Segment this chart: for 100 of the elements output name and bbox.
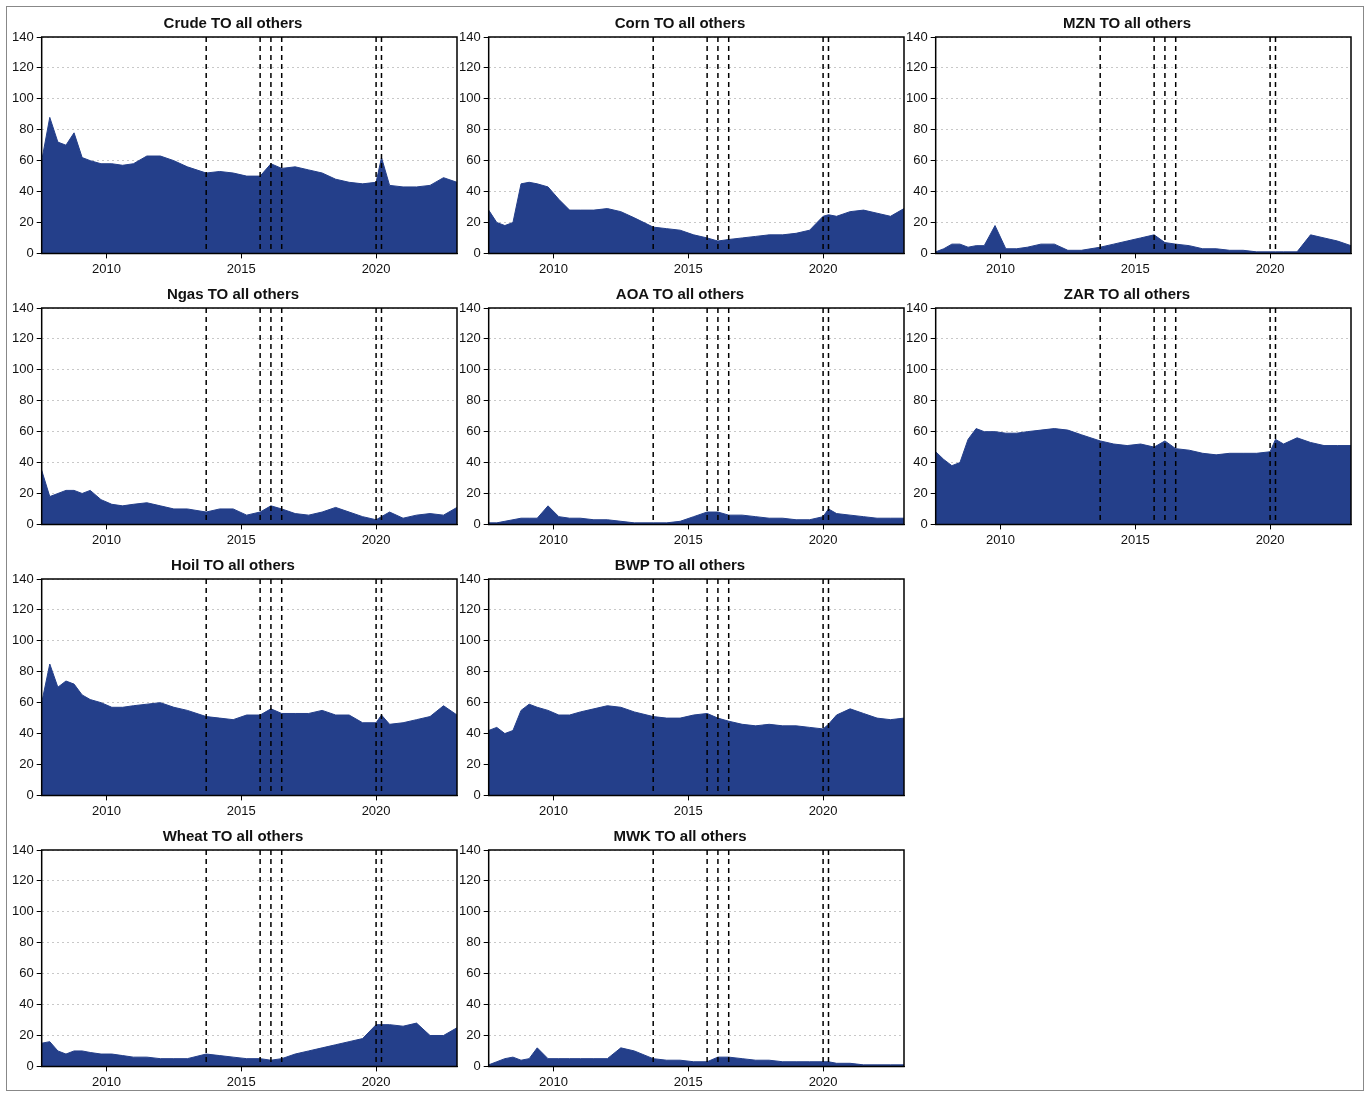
y-tick-label: 80 (466, 392, 481, 408)
x-tick-label: 2010 (91, 1073, 121, 1089)
y-tick-label: 60 (19, 423, 34, 439)
y-tick-label: 60 (913, 152, 928, 168)
y-tick-label: 100 (11, 361, 34, 377)
x-tick-label: 2015 (226, 802, 256, 818)
chart-title: Crude TO all others (163, 14, 303, 32)
y-tick-label: 120 (11, 59, 34, 75)
y-tick-label: 20 (913, 214, 928, 230)
y-tick-label: 0 (473, 244, 481, 260)
y-tick-label: 0 (26, 244, 34, 260)
x-tick-label: 2015 (1120, 531, 1150, 547)
x-tick-label: 2015 (226, 531, 256, 547)
x-tick-label: 2020 (361, 802, 391, 818)
y-tick-label: 20 (466, 756, 481, 772)
y-tick-label: 140 (458, 570, 481, 586)
y-tick-label: 60 (19, 152, 34, 168)
y-tick-label: 100 (458, 903, 481, 919)
chart-title: Ngas TO all others (166, 285, 300, 303)
y-tick-label: 80 (913, 392, 928, 408)
x-tick-label: 2010 (91, 531, 121, 547)
x-tick-label: 2010 (538, 260, 568, 276)
y-tick-label: 100 (11, 632, 34, 648)
y-tick-label: 120 (905, 330, 928, 346)
y-tick-label: 80 (913, 121, 928, 137)
y-tick-label: 20 (466, 1027, 481, 1043)
chart-title: BWP TO all others (614, 556, 746, 574)
y-tick-label: 140 (458, 299, 481, 315)
x-tick-label: 2010 (538, 531, 568, 547)
y-tick-label: 40 (19, 183, 34, 199)
y-tick-label: 80 (19, 663, 34, 679)
y-tick-label: 140 (11, 570, 34, 586)
y-tick-label: 100 (905, 90, 928, 106)
y-tick-label: 20 (19, 485, 34, 501)
x-tick-label: 2020 (808, 531, 838, 547)
x-tick-label: 2020 (361, 260, 391, 276)
y-tick-label: 120 (458, 601, 481, 617)
y-tick-label: 0 (473, 515, 481, 531)
y-tick-label: 60 (466, 965, 481, 981)
x-tick-label: 2020 (361, 531, 391, 547)
y-tick-label: 60 (466, 152, 481, 168)
y-tick-label: 80 (466, 121, 481, 137)
chart-title: MZN TO all others (1062, 14, 1192, 32)
y-tick-label: 40 (19, 725, 34, 741)
y-tick-label: 140 (458, 28, 481, 44)
x-tick-label: 2015 (226, 1073, 256, 1089)
y-tick-label: 40 (19, 996, 34, 1012)
y-tick-label: 120 (11, 601, 34, 617)
y-tick-label: 120 (11, 872, 34, 888)
chart-title: AOA TO all others (615, 285, 745, 303)
x-tick-label: 2020 (808, 1073, 838, 1089)
y-tick-label: 20 (19, 1027, 34, 1043)
x-tick-label: 2020 (361, 1073, 391, 1089)
y-tick-label: 80 (466, 934, 481, 950)
x-tick-label: 2015 (673, 802, 703, 818)
y-tick-label: 60 (913, 423, 928, 439)
y-tick-label: 40 (466, 454, 481, 470)
chart-title: Corn TO all others (614, 14, 746, 32)
chart-title: Hoil TO all others (171, 556, 295, 574)
y-tick-label: 0 (920, 515, 928, 531)
y-tick-label: 100 (458, 361, 481, 377)
x-tick-label: 2020 (1255, 531, 1285, 547)
y-tick-label: 120 (458, 872, 481, 888)
y-tick-label: 120 (458, 59, 481, 75)
y-tick-label: 20 (466, 214, 481, 230)
y-tick-label: 140 (11, 841, 34, 857)
y-tick-label: 140 (11, 28, 34, 44)
y-tick-label: 20 (19, 756, 34, 772)
y-tick-label: 100 (458, 90, 481, 106)
y-tick-label: 60 (19, 694, 34, 710)
y-tick-label: 80 (466, 663, 481, 679)
x-tick-label: 2015 (226, 260, 256, 276)
y-tick-label: 80 (19, 934, 34, 950)
x-tick-label: 2010 (538, 802, 568, 818)
y-tick-label: 40 (913, 454, 928, 470)
y-tick-label: 140 (905, 299, 928, 315)
x-tick-label: 2015 (673, 1073, 703, 1089)
x-tick-label: 2015 (673, 260, 703, 276)
y-tick-label: 0 (473, 1057, 481, 1073)
y-tick-label: 120 (458, 330, 481, 346)
y-tick-label: 0 (26, 1057, 34, 1073)
y-tick-label: 40 (466, 183, 481, 199)
y-tick-label: 100 (458, 632, 481, 648)
y-tick-label: 140 (905, 28, 928, 44)
y-tick-label: 100 (11, 90, 34, 106)
y-tick-label: 0 (26, 786, 34, 802)
x-tick-label: 2020 (1255, 260, 1285, 276)
chart-title: MWK TO all others (613, 827, 747, 845)
x-tick-label: 2020 (808, 802, 838, 818)
y-tick-label: 40 (466, 725, 481, 741)
y-tick-label: 0 (473, 786, 481, 802)
y-tick-label: 20 (19, 214, 34, 230)
y-tick-label: 80 (19, 392, 34, 408)
x-tick-label: 2010 (985, 260, 1015, 276)
chart-title: ZAR TO all others (1063, 285, 1191, 303)
y-tick-label: 60 (466, 694, 481, 710)
x-tick-label: 2010 (91, 260, 121, 276)
chart-title: Wheat TO all others (162, 827, 304, 845)
y-tick-label: 140 (458, 841, 481, 857)
y-tick-label: 120 (11, 330, 34, 346)
